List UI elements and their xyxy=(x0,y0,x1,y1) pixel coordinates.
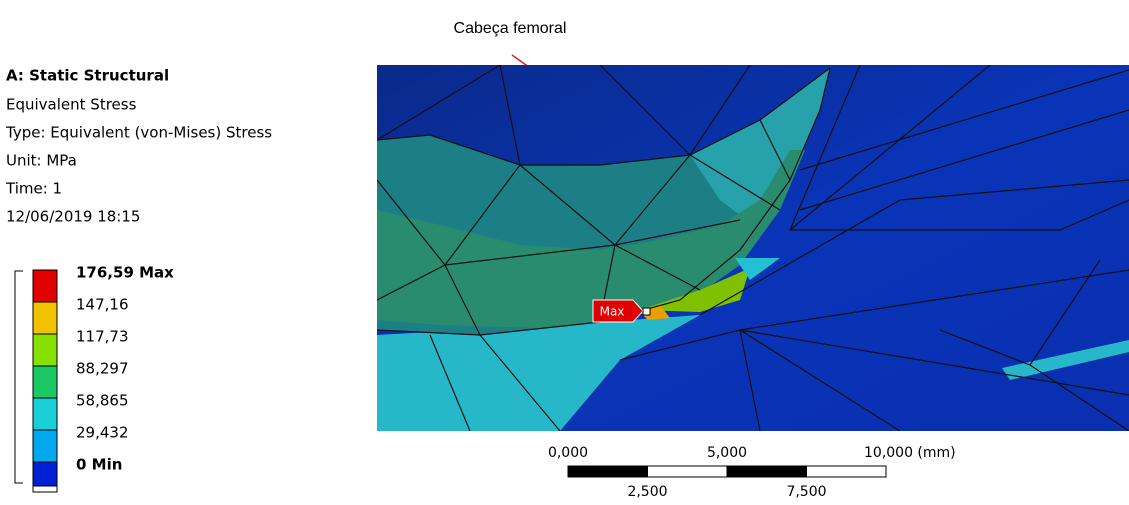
legend-label: 29,432 xyxy=(76,424,129,442)
legend-bracket xyxy=(15,271,23,483)
legend-label: 147,16 xyxy=(76,296,129,314)
legend-swatch xyxy=(33,398,57,430)
legend-swatch xyxy=(33,462,57,486)
info-line: Type: Equivalent (von-Mises) Stress xyxy=(5,124,272,142)
legend-swatch xyxy=(33,302,57,334)
page: {"annotation": "Cabeça femoral", "info":… xyxy=(0,0,1129,505)
scale-label: 2,500 xyxy=(627,484,667,500)
scale-segment xyxy=(648,466,728,477)
legend: 176,59 Max 147,16 117,73 88,297 58,865 29,432… xyxy=(15,264,174,493)
info-line: Time: 1 xyxy=(5,180,62,198)
scale-label: 10,000 (mm) xyxy=(864,445,956,461)
scale-segment xyxy=(568,466,648,477)
legend-swatch xyxy=(33,430,57,462)
legend-label: 176,59 Max xyxy=(76,264,174,282)
info-block: A: Static Structural Equivalent Stress Ty… xyxy=(5,67,272,226)
legend-label: 88,297 xyxy=(76,360,129,378)
scale-segment xyxy=(807,466,887,477)
max-tag-label: Max xyxy=(600,305,625,319)
scale-segment xyxy=(727,466,807,477)
legend-label: 58,865 xyxy=(76,392,129,410)
legend-swatch xyxy=(33,270,57,302)
info-line: Equivalent Stress xyxy=(6,96,137,114)
legend-label: 117,73 xyxy=(76,328,129,346)
info-line: 12/06/2019 18:15 xyxy=(6,208,140,226)
max-point xyxy=(643,308,650,315)
legend-label: 0 Min xyxy=(76,456,122,474)
annotation: Cabeça femoral xyxy=(454,20,567,37)
model-view xyxy=(377,65,1129,431)
info-title: A: Static Structural xyxy=(6,67,169,85)
scale-label: 5,000 xyxy=(707,445,747,461)
legend-swatch xyxy=(33,334,57,366)
screen: Cabeça femoral xyxy=(0,0,1129,505)
info-line: Unit: MPa xyxy=(6,152,77,170)
scale-label: 7,500 xyxy=(786,484,826,500)
legend-swatch-end xyxy=(33,486,57,492)
scale-label: 0,000 xyxy=(548,445,588,461)
scale-bar: 0,000 5,000 10,000 (mm) 2,500 7,500 xyxy=(548,445,956,500)
legend-swatch xyxy=(33,366,57,398)
